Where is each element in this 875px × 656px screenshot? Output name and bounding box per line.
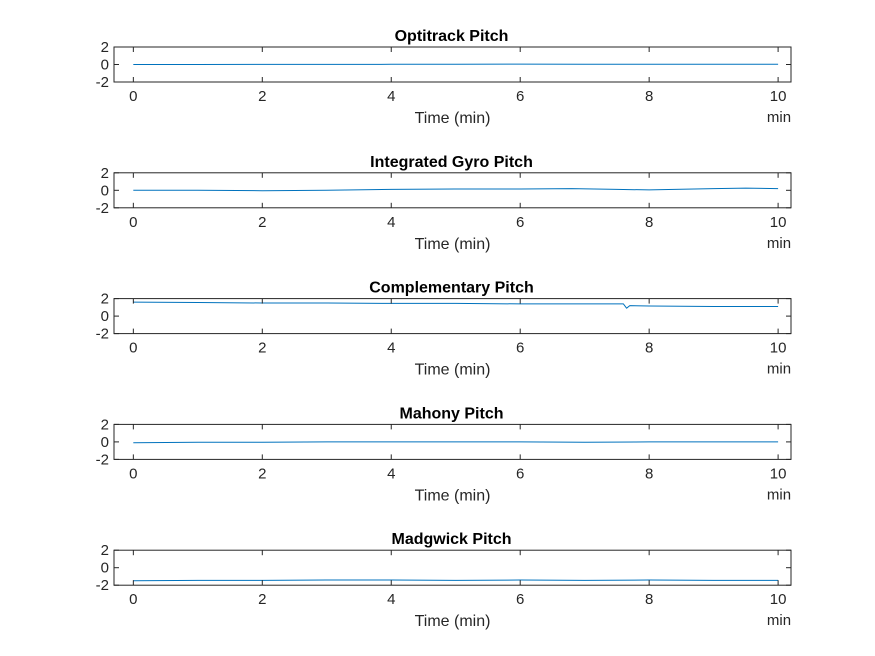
y-tick-label: 2	[101, 416, 109, 433]
x-axis-label: Time (min)	[415, 110, 491, 127]
chart-title: Optitrack Pitch	[395, 28, 509, 45]
y-tick-label: 0	[101, 434, 109, 451]
x-tick-label: 4	[387, 214, 395, 231]
x-tick-label: 0	[129, 88, 137, 105]
x-tick-label: 8	[645, 465, 653, 482]
x-tick-label: 8	[645, 88, 653, 105]
x-tick-label: 8	[645, 591, 653, 608]
chart-title: Integrated Gyro Pitch	[370, 154, 533, 171]
y-tick-label: -2	[96, 451, 109, 468]
x-tick-label: 6	[516, 214, 524, 231]
x-tick-label: 2	[258, 465, 266, 482]
x-tick-label: 4	[387, 340, 395, 357]
x-axis-label: Time (min)	[415, 236, 491, 253]
x-tick-label: 4	[387, 88, 395, 105]
chart-title: Mahony Pitch	[399, 405, 503, 422]
series-line	[133, 301, 779, 309]
y-tick-label: 2	[101, 39, 109, 56]
x-tick-label: 0	[129, 214, 137, 231]
y-tick-label: 2	[101, 165, 109, 182]
x-tick-label: 0	[129, 465, 137, 482]
x-tick-label: 10	[770, 465, 787, 482]
x-axis-label: Time (min)	[415, 487, 491, 504]
x-tick-label: 2	[258, 340, 266, 357]
chart-title: Madgwick Pitch	[391, 531, 511, 548]
y-tick-label: -2	[96, 74, 109, 91]
x-unit-label: min	[767, 235, 791, 252]
y-tick-label: -2	[96, 326, 109, 343]
x-tick-label: 6	[516, 88, 524, 105]
y-tick-label: -2	[96, 200, 109, 217]
x-tick-label: 8	[645, 214, 653, 231]
x-tick-label: 2	[258, 591, 266, 608]
axes-box	[113, 298, 792, 335]
x-axis-label: Time (min)	[415, 613, 491, 630]
x-unit-label: min	[767, 109, 791, 126]
x-tick-label: 6	[516, 591, 524, 608]
x-tick-label: 10	[770, 88, 787, 105]
y-tick-label: 0	[101, 57, 109, 74]
x-tick-label: 8	[645, 340, 653, 357]
x-tick-label: 0	[129, 591, 137, 608]
series-line	[133, 579, 779, 582]
x-tick-label: 0	[129, 340, 137, 357]
y-tick-label: 2	[101, 291, 109, 308]
x-unit-label: min	[767, 361, 791, 378]
x-unit-label: min	[767, 486, 791, 503]
series-line	[133, 187, 779, 192]
y-tick-label: 0	[101, 308, 109, 325]
axes-box	[113, 549, 792, 586]
chart-title: Complementary Pitch	[369, 280, 533, 297]
x-tick-label: 6	[516, 340, 524, 357]
x-tick-label: 6	[516, 465, 524, 482]
x-tick-label: 10	[770, 214, 787, 231]
y-tick-label: 2	[101, 542, 109, 559]
x-tick-label: 4	[387, 591, 395, 608]
x-axis-label: Time (min)	[415, 362, 491, 379]
x-unit-label: min	[767, 612, 791, 629]
x-tick-label: 2	[258, 214, 266, 231]
x-tick-label: 10	[770, 591, 787, 608]
x-tick-label: 4	[387, 465, 395, 482]
y-tick-label: -2	[96, 577, 109, 594]
y-tick-label: 0	[101, 182, 109, 199]
series-line	[133, 441, 779, 444]
x-tick-label: 10	[770, 340, 787, 357]
y-tick-label: 0	[101, 560, 109, 577]
x-tick-label: 2	[258, 88, 266, 105]
